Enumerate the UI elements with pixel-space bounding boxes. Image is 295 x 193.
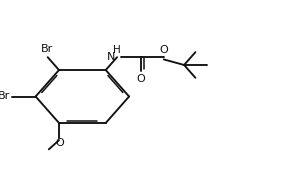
- Text: Br: Br: [41, 44, 53, 54]
- Text: Br: Br: [0, 91, 10, 101]
- Text: O: O: [159, 45, 168, 55]
- Text: O: O: [55, 138, 64, 148]
- Text: O: O: [137, 74, 145, 84]
- Text: H: H: [113, 45, 121, 55]
- Text: N: N: [106, 52, 115, 62]
